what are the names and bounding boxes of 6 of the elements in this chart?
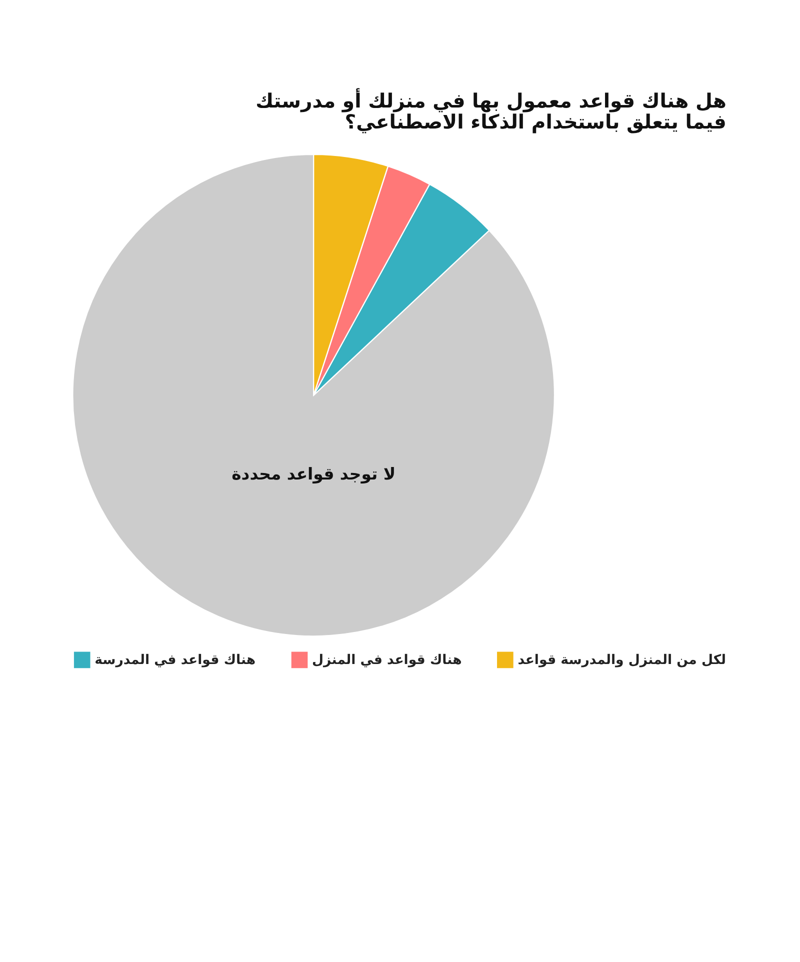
legend-label: هناك قواعد في المنزل (312, 652, 462, 668)
pie-slice (72, 154, 556, 637)
legend-label: لكل من المنزل والمدرسة قواعد (518, 652, 726, 668)
text: هل هناك قواعد معمول بها في منزلك أو مدرستك (256, 89, 726, 112)
slice-label: لا توجد قواعد محددة (232, 464, 396, 484)
legend-label: هناك قواعد في المدرسة (94, 652, 256, 668)
